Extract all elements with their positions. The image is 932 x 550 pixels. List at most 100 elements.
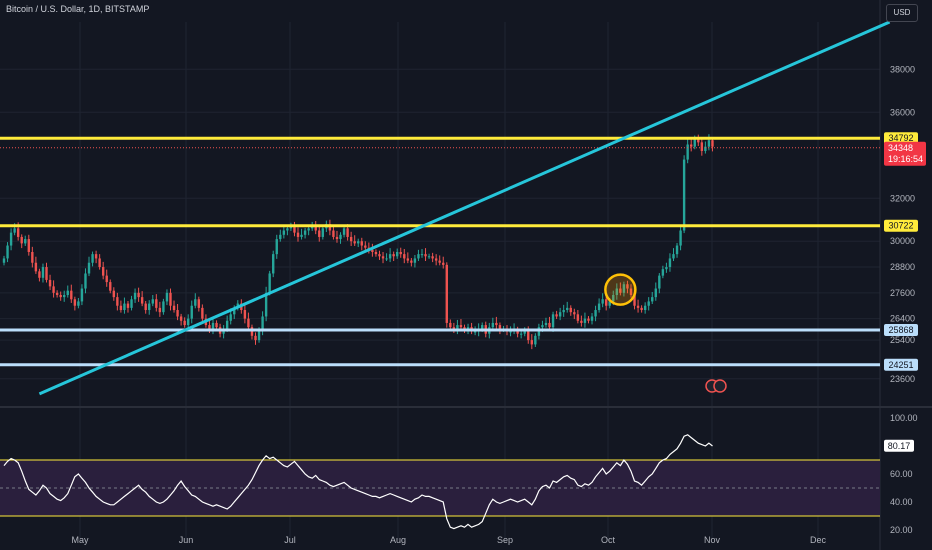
candle-body xyxy=(410,260,413,263)
candle-body xyxy=(658,275,661,289)
candle-body xyxy=(126,303,130,308)
y-tick-label: 38000 xyxy=(890,64,915,74)
chart-title: Bitcoin / U.S. Dollar, 1D, BITSTAMP xyxy=(6,4,150,14)
candle-body xyxy=(140,297,144,304)
candle-body xyxy=(286,228,289,231)
candle-body xyxy=(165,292,169,302)
candle-body xyxy=(254,335,257,341)
candle-body xyxy=(558,312,562,317)
candle-body xyxy=(264,292,268,317)
candle-body xyxy=(456,325,459,330)
y-tick-label: 23600 xyxy=(890,374,915,384)
price-level-label: 30722 xyxy=(888,221,913,231)
candle-body xyxy=(615,288,619,295)
candle-body xyxy=(509,331,512,333)
candle-body xyxy=(491,322,495,328)
candle-body xyxy=(566,307,569,311)
candle-body xyxy=(530,340,534,345)
price-level-label: 34792 xyxy=(888,133,913,143)
price-level-label: 25868 xyxy=(888,325,913,335)
candle-body xyxy=(208,325,211,330)
x-tick-label: May xyxy=(71,535,89,545)
candle-body xyxy=(48,279,52,287)
y-tick-label: 32000 xyxy=(890,193,915,203)
candle-body xyxy=(668,258,672,268)
y-tick-label: 27600 xyxy=(890,288,915,298)
candle-body xyxy=(169,292,172,306)
candle-body xyxy=(133,292,137,300)
candle-body xyxy=(268,273,271,293)
candle-body xyxy=(360,241,363,246)
candle-body xyxy=(612,294,615,302)
candle-body xyxy=(686,144,689,160)
candle-body xyxy=(349,236,353,242)
candle-body xyxy=(94,254,98,259)
candle-body xyxy=(77,301,80,306)
candle-body xyxy=(527,331,530,341)
candle-body xyxy=(272,254,275,274)
last-price-label: 34348 xyxy=(888,143,913,153)
candle-body xyxy=(243,310,247,319)
candle-body xyxy=(101,267,105,276)
candle-body xyxy=(388,254,392,259)
candle-body xyxy=(587,318,590,321)
candle-body xyxy=(261,316,264,332)
bar-countdown: 19:16:54 xyxy=(888,154,923,164)
candle-body xyxy=(66,290,69,295)
candle-body xyxy=(70,290,73,300)
candle-body xyxy=(201,307,204,319)
candle-body xyxy=(144,303,147,311)
candle-body xyxy=(321,228,325,237)
candle-body xyxy=(519,333,523,335)
candle-body xyxy=(675,245,679,255)
candle-body xyxy=(463,327,466,330)
candle-body xyxy=(424,254,427,257)
candle-body xyxy=(693,138,696,147)
candle-body xyxy=(41,267,45,278)
candle-body xyxy=(707,140,711,147)
candle-body xyxy=(548,322,551,328)
candle-body xyxy=(346,228,349,237)
candle-body xyxy=(636,305,640,308)
candle-body xyxy=(59,294,62,298)
candle-body xyxy=(551,314,555,328)
candle-body xyxy=(576,314,580,321)
price-level-tag xyxy=(884,358,918,371)
candle-body xyxy=(413,258,417,263)
event-flag-icon xyxy=(713,379,727,393)
candle-body xyxy=(711,140,714,147)
candle-body xyxy=(629,288,633,295)
price-level-label: 24251 xyxy=(888,360,913,370)
candle-body xyxy=(307,228,310,231)
candle-body xyxy=(63,294,66,298)
y-tick-label: 28800 xyxy=(890,262,915,272)
candle-body xyxy=(403,254,406,259)
candle-body xyxy=(27,239,30,252)
candle-body xyxy=(91,254,94,263)
candle-body xyxy=(449,322,452,328)
candle-body xyxy=(434,258,438,261)
highlight-circle-marker xyxy=(604,273,637,306)
rsi-y-tick-label: 40.00 xyxy=(890,497,913,507)
candle-body xyxy=(20,236,23,244)
currency-selector[interactable]: USD xyxy=(886,4,918,22)
candle-body xyxy=(314,226,317,231)
candle-body xyxy=(279,234,282,240)
candle-body xyxy=(647,301,650,306)
candle-body xyxy=(339,234,342,240)
candle-body xyxy=(151,299,154,304)
candle-body xyxy=(293,226,296,233)
candle-body xyxy=(310,226,314,229)
candle-body xyxy=(640,307,643,311)
candle-body xyxy=(498,325,502,330)
candle-body xyxy=(38,271,41,278)
candle-body xyxy=(328,224,332,231)
x-tick-label: Sep xyxy=(497,535,513,545)
candle-body xyxy=(704,146,707,151)
y-tick-label: 25400 xyxy=(890,335,915,345)
candle-body xyxy=(643,305,647,311)
candle-body xyxy=(211,322,215,330)
rsi-y-tick-label: 100.00 xyxy=(890,413,918,423)
